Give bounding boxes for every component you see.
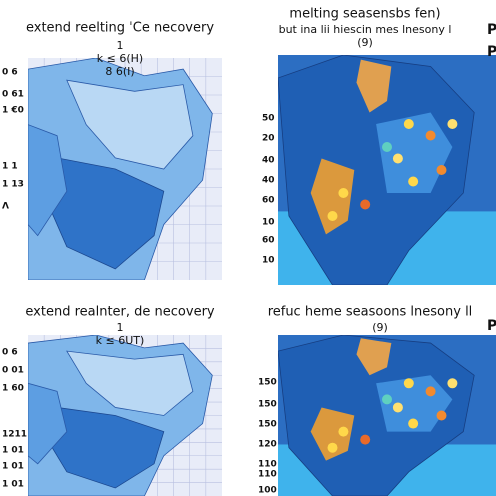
spot <box>408 418 419 429</box>
axis-label: 1 13 <box>2 180 24 190</box>
spot <box>436 165 447 175</box>
panel-subtitle: (9) <box>372 321 388 334</box>
panel-subtitle: 1 <box>117 321 124 334</box>
spot <box>382 142 392 152</box>
side-label: P <box>487 44 496 60</box>
region <box>66 350 194 416</box>
spot <box>327 442 338 453</box>
axis-label: 110 <box>258 470 277 480</box>
panel-subtitle: but ina lii hiescin mes lnesony l <box>279 23 452 36</box>
panel-subtitle: 8 6(I) <box>105 65 134 78</box>
panel-subtitle: (9) <box>357 36 373 49</box>
axis-label: 1 60 <box>2 384 24 394</box>
spot <box>327 211 338 221</box>
region <box>356 59 392 113</box>
region <box>28 382 68 465</box>
spot <box>436 410 447 421</box>
axis-label: 1 €0 <box>2 106 24 116</box>
side-label: P <box>487 318 496 334</box>
axis-label: 150 <box>258 420 277 430</box>
map-panel: melting seasensbs fen)but ina lii hiesci… <box>262 7 496 285</box>
spot <box>447 119 458 129</box>
map <box>28 58 222 280</box>
map-panel: refuc heme seasoons lnesony ll(9) 150 150 1… <box>258 305 496 496</box>
spot <box>425 386 436 397</box>
spot <box>403 119 414 129</box>
axis-label: 40 <box>262 156 275 166</box>
spot <box>403 378 414 389</box>
axis-label: 1 01 <box>2 480 24 490</box>
region <box>66 79 194 170</box>
axis-label: 60 <box>262 236 275 246</box>
region <box>28 124 68 237</box>
spot <box>392 153 403 164</box>
spot <box>408 176 419 187</box>
axis-label: 20 <box>262 134 275 144</box>
spot <box>447 378 458 389</box>
spot <box>382 394 392 405</box>
panel-subtitle: 1 <box>117 39 124 52</box>
axis-label: 0 6 <box>2 68 18 78</box>
map <box>28 335 222 496</box>
region <box>310 158 355 235</box>
axis-label: 60 <box>262 196 275 206</box>
axis-label: 50 <box>262 114 275 124</box>
panel-title: melting seasensbs fen) <box>289 7 440 22</box>
axis-label: 1 01 <box>2 462 24 472</box>
map <box>278 335 496 496</box>
panel-title: refuc heme seasoons lnesony ll <box>268 305 473 320</box>
axis-label: 120 <box>258 440 277 450</box>
map <box>278 55 496 285</box>
axis-label: 100 <box>258 486 277 496</box>
spot <box>360 199 371 210</box>
panel-subtitle: k ≤ 6(H) <box>97 52 143 65</box>
axis-label: 1 1 <box>2 162 18 172</box>
spot <box>360 434 371 445</box>
axis-label: 10 <box>262 218 275 228</box>
panel-subtitle: k ≤ 6UT) <box>96 334 145 347</box>
axis-label: 40 <box>262 176 275 186</box>
axis-label: 10 <box>262 256 275 266</box>
axis-label: 110 <box>258 460 277 470</box>
axis-label: 1 01 <box>2 446 24 456</box>
axis-label: 0 61 <box>2 90 24 100</box>
axis-label: 150 <box>258 400 277 410</box>
axis-label: 150 <box>258 378 277 388</box>
spot <box>338 188 349 198</box>
spot <box>425 130 436 141</box>
spot <box>338 426 349 437</box>
map-panel: extend reelting ˈCe necovery 1k ≤ 6(H)8 6… <box>2 21 222 280</box>
spot <box>392 402 403 413</box>
axis-label: 0 6 <box>2 348 18 358</box>
region <box>310 407 355 461</box>
panel-title: extend reelting ˈCe necovery <box>26 21 214 36</box>
axis-label: 1211 <box>2 430 27 440</box>
side-label: P <box>487 22 496 38</box>
panel-title: extend realnter, de necovery <box>25 305 215 320</box>
axis-label: Λ <box>2 202 9 212</box>
axis-label: 0 01 <box>2 366 24 376</box>
region <box>356 338 392 376</box>
